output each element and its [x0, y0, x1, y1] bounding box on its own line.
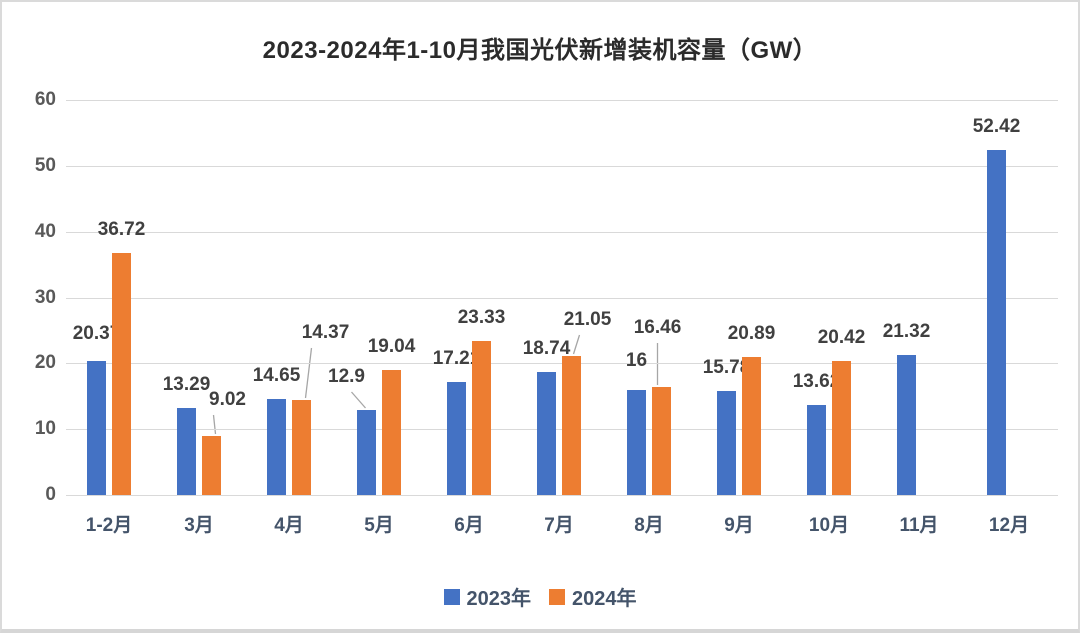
bar-2023-8月 [627, 390, 646, 495]
data-label-2023-4月: 14.65 [252, 365, 301, 386]
x-axis-label-11月: 11月 [899, 515, 939, 536]
data-label-2023-10月: 13.62 [792, 371, 841, 392]
legend-swatch-2023-icon [443, 588, 460, 605]
bar-2024-7月 [562, 356, 581, 495]
bar-2024-3月 [202, 436, 221, 495]
bar-2023-1-2月 [87, 361, 106, 495]
data-label-2024-4月: 14.37 [301, 322, 350, 343]
bar-2024-6月 [472, 341, 491, 495]
bar-2024-4月 [292, 400, 311, 495]
bar-2023-6月 [447, 382, 466, 495]
bar-2024-5月 [382, 370, 401, 495]
legend: 2023年 2024年 [2, 582, 1078, 611]
bar-2024-8月 [652, 387, 671, 495]
x-axis-label-5月: 5月 [364, 515, 394, 536]
bar-2023-3月 [177, 408, 196, 495]
data-label-2024-7月: 21.05 [563, 309, 612, 330]
gridline-y-0 [66, 495, 1058, 496]
x-axis-label-7月: 7月 [544, 515, 574, 536]
leader-line-2024-3月 [212, 414, 217, 435]
legend-item-2024: 2024年 [549, 582, 637, 611]
gridline-y-60 [66, 100, 1058, 101]
x-axis-label-1-2月: 1-2月 [85, 515, 133, 536]
bar-2023-4月 [267, 399, 286, 495]
bar-2023-11月 [897, 355, 916, 495]
data-label-2023-7月: 18.74 [522, 338, 571, 359]
legend-swatch-2024-icon [549, 588, 565, 605]
bar-2024-1-2月 [112, 253, 131, 495]
y-axis-label-60: 60 [34, 89, 56, 110]
data-label-2023-9月: 15.78 [702, 357, 751, 378]
legend-label-2024: 2024年 [572, 588, 637, 610]
data-label-2024-5月: 19.04 [367, 336, 416, 357]
y-axis-label-40: 40 [34, 221, 56, 242]
x-axis-label-10月: 10月 [808, 515, 850, 536]
data-label-2023-3月: 13.29 [162, 374, 211, 395]
x-axis-label-8月: 8月 [634, 515, 664, 536]
x-axis-label-12月: 12月 [988, 515, 1030, 536]
leader-line-2023-5月 [351, 391, 366, 409]
bar-2023-7月 [537, 372, 556, 495]
x-axis-label-3月: 3月 [184, 515, 214, 536]
legend-item-2023: 2023年 [443, 582, 532, 611]
leader-line-2024-7月 [572, 334, 581, 355]
y-axis-label-0: 0 [45, 484, 56, 505]
legend-label-2023: 2023年 [466, 588, 532, 610]
gridline-y-40 [66, 232, 1058, 233]
gridline-y-30 [66, 298, 1058, 299]
data-label-2023-5月: 12.9 [328, 366, 365, 387]
y-axis-label-10: 10 [34, 418, 56, 439]
bar-2023-10月 [807, 405, 826, 495]
bar-2023-5月 [357, 410, 376, 495]
y-axis-label-30: 30 [34, 287, 56, 308]
data-label-2024-1-2月: 36.72 [97, 219, 146, 240]
data-label-2024-9月: 20.89 [727, 323, 776, 344]
data-label-2023-8月: 16 [625, 350, 648, 371]
data-label-2024-10月: 20.42 [817, 327, 866, 348]
x-axis-label-4月: 4月 [274, 515, 304, 536]
x-axis-label-9月: 9月 [724, 515, 754, 536]
y-axis-label-50: 50 [34, 155, 56, 176]
leader-line-2024-4月 [304, 347, 313, 399]
data-label-2023-12月: 52.42 [972, 116, 1021, 137]
gridline-y-50 [66, 166, 1058, 167]
bar-2023-9月 [717, 391, 736, 495]
chart-title: 2023-2024年1-10月我国光伏新增装机容量（GW） [262, 37, 818, 64]
bar-2023-12月 [987, 150, 1006, 495]
x-axis-label-6月: 6月 [454, 515, 484, 536]
data-label-2023-6月: 17.21 [432, 348, 481, 369]
bar-2024-9月 [742, 357, 761, 495]
data-label-2023-1-2月: 20.37 [72, 323, 121, 344]
data-label-2023-11月: 21.32 [882, 321, 931, 342]
data-label-2024-8月: 16.46 [633, 317, 682, 338]
data-label-2024-6月: 23.33 [457, 307, 506, 328]
y-axis-label-20: 20 [34, 352, 56, 373]
data-label-2024-3月: 9.02 [209, 389, 246, 410]
bar-2024-10月 [832, 361, 851, 495]
